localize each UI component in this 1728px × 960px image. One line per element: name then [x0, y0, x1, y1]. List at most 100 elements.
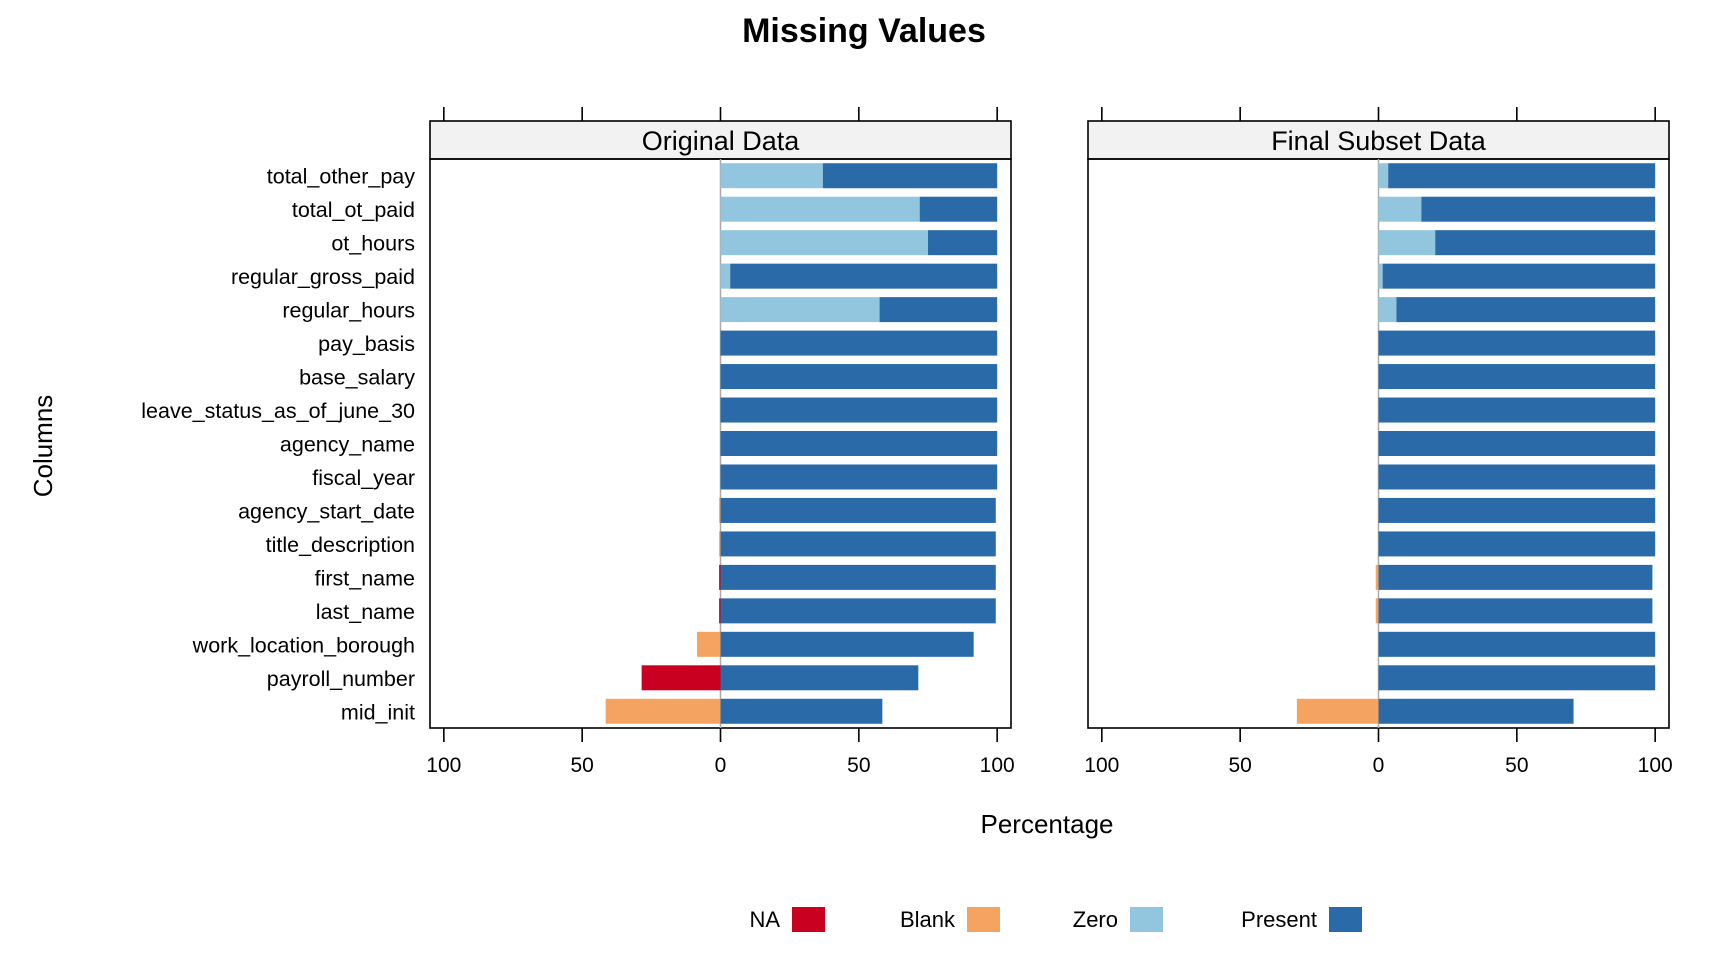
bar-present-total-other-pay	[1388, 163, 1656, 189]
bar-present-fiscal-year	[1378, 464, 1656, 490]
category-label: ot_hours	[331, 232, 415, 256]
bar-zero-total-other-pay	[720, 163, 823, 189]
bar-zero-regular-gross-paid	[720, 263, 731, 289]
bar-present-leave-status-as-of-june-30	[1378, 397, 1656, 423]
panel-title: Original Data	[642, 126, 801, 156]
x-tick-label: 50	[570, 754, 593, 777]
legend-swatch	[792, 907, 825, 932]
legend-label: Blank	[900, 907, 956, 932]
category-label: payroll_number	[267, 667, 415, 691]
bar-present-agency-name	[720, 431, 998, 456]
bar-present-base-salary	[1378, 364, 1656, 390]
legend-swatch	[1130, 907, 1163, 932]
bar-zero-regular-gross-paid	[1378, 263, 1383, 289]
bar-zero-total-ot-paid	[720, 196, 920, 222]
x-tick-label: 0	[715, 754, 727, 777]
bar-present-work-location-borough	[1378, 631, 1656, 657]
bar-present-total-ot-paid	[1421, 196, 1656, 222]
legend-item-na: NA	[749, 907, 825, 932]
bar-present-mid-init	[1378, 698, 1574, 724]
legend-swatch	[1329, 907, 1362, 932]
bar-blank-work-location-borough	[696, 631, 721, 657]
bar-blank-agency-start-date	[719, 497, 721, 523]
legend-label: Zero	[1073, 907, 1118, 932]
bar-present-total-ot-paid	[919, 196, 998, 222]
x-tick-label: 50	[1505, 754, 1528, 777]
panel-title: Final Subset Data	[1271, 126, 1487, 156]
bar-present-agency-start-date	[1378, 497, 1656, 523]
bar-present-pay-basis	[720, 330, 998, 356]
bar-present-payroll-number	[720, 665, 919, 691]
x-tick-label: 100	[1084, 754, 1119, 777]
bar-present-fiscal-year	[720, 464, 998, 490]
bar-na-first-name	[719, 564, 721, 590]
bar-blank-title-description	[719, 531, 721, 557]
x-axis-label: Percentage	[981, 809, 1114, 839]
bar-present-title-description	[720, 531, 996, 557]
legend-item-present: Present	[1241, 907, 1362, 932]
bar-zero-total-ot-paid	[1378, 196, 1422, 222]
category-label: total_ot_paid	[292, 198, 415, 222]
category-label: regular_hours	[282, 299, 415, 323]
category-labels: total_other_pay total_ot_paid ot_hoursregu…	[141, 165, 415, 725]
bar-present-regular-gross-paid	[1382, 263, 1656, 289]
panel-final-subset-data: Final Subset Data 100 50 0 50 100	[1084, 107, 1673, 777]
bar-present-title-description	[1378, 531, 1656, 557]
x-tick-label: 100	[426, 754, 461, 777]
panel-original-data: Original Data 100 50 0 50 100	[426, 107, 1015, 777]
bar-present-first-name	[720, 564, 996, 590]
category-label: base_salary	[299, 366, 415, 390]
panel-strip	[429, 120, 1012, 160]
bar-blank-mid-init	[605, 698, 721, 724]
bar-present-last-name	[720, 598, 996, 624]
x-tick-label: 100	[1638, 754, 1673, 777]
bar-zero-regular-hours	[720, 297, 880, 323]
bar-present-leave-status-as-of-june-30	[720, 397, 998, 423]
bar-present-work-location-borough	[720, 631, 974, 657]
bar-na-last-name	[719, 598, 721, 624]
y-axis-label: Columns	[28, 395, 58, 498]
bar-present-mid-init	[720, 698, 883, 724]
x-tick-label: 0	[1373, 754, 1385, 777]
bar-zero-ot-hours	[1378, 230, 1436, 256]
legend-item-zero: Zero	[1073, 907, 1163, 932]
category-label: fiscal_year	[312, 466, 415, 490]
bar-present-ot-hours	[928, 230, 998, 256]
panel-strip	[1087, 120, 1670, 160]
category-label: agency_name	[280, 433, 415, 457]
category-label: last_name	[316, 600, 415, 624]
legend-item-blank: Blank	[900, 907, 1000, 932]
bar-present-pay-basis	[1378, 330, 1656, 356]
bar-zero-ot-hours	[720, 230, 928, 256]
x-tick-label: 100	[980, 754, 1015, 777]
legend-label: Present	[1241, 907, 1317, 932]
legend: NA Blank Zero Present	[749, 907, 1362, 932]
category-label: total_other_pay	[267, 165, 415, 189]
bar-blank-mid-init	[1296, 698, 1379, 724]
category-label: work_location_borough	[192, 633, 415, 657]
bar-present-regular-hours	[879, 297, 998, 323]
bars	[605, 163, 998, 724]
bar-blank-last-name	[1375, 598, 1379, 624]
bar-present-ot-hours	[1435, 230, 1656, 256]
bar-present-agency-start-date	[720, 497, 996, 523]
bar-present-total-other-pay	[822, 163, 998, 189]
bar-na-payroll-number	[641, 665, 721, 691]
category-label: agency_start_date	[238, 499, 415, 523]
legend-label: NA	[749, 907, 780, 932]
category-label: pay_basis	[318, 332, 415, 356]
bar-zero-total-other-pay	[1378, 163, 1389, 189]
category-label: leave_status_as_of_june_30	[141, 399, 415, 423]
bars	[1296, 163, 1656, 724]
bar-present-agency-name	[1378, 431, 1656, 456]
bar-zero-regular-hours	[1378, 297, 1397, 323]
x-tick-label: 50	[847, 754, 870, 777]
bar-present-last-name	[1378, 598, 1653, 624]
bar-present-regular-hours	[1396, 297, 1656, 323]
x-tick-label: 50	[1228, 754, 1251, 777]
bar-present-first-name	[1378, 564, 1653, 590]
bar-present-payroll-number	[1378, 665, 1656, 691]
category-label: mid_init	[341, 700, 415, 724]
